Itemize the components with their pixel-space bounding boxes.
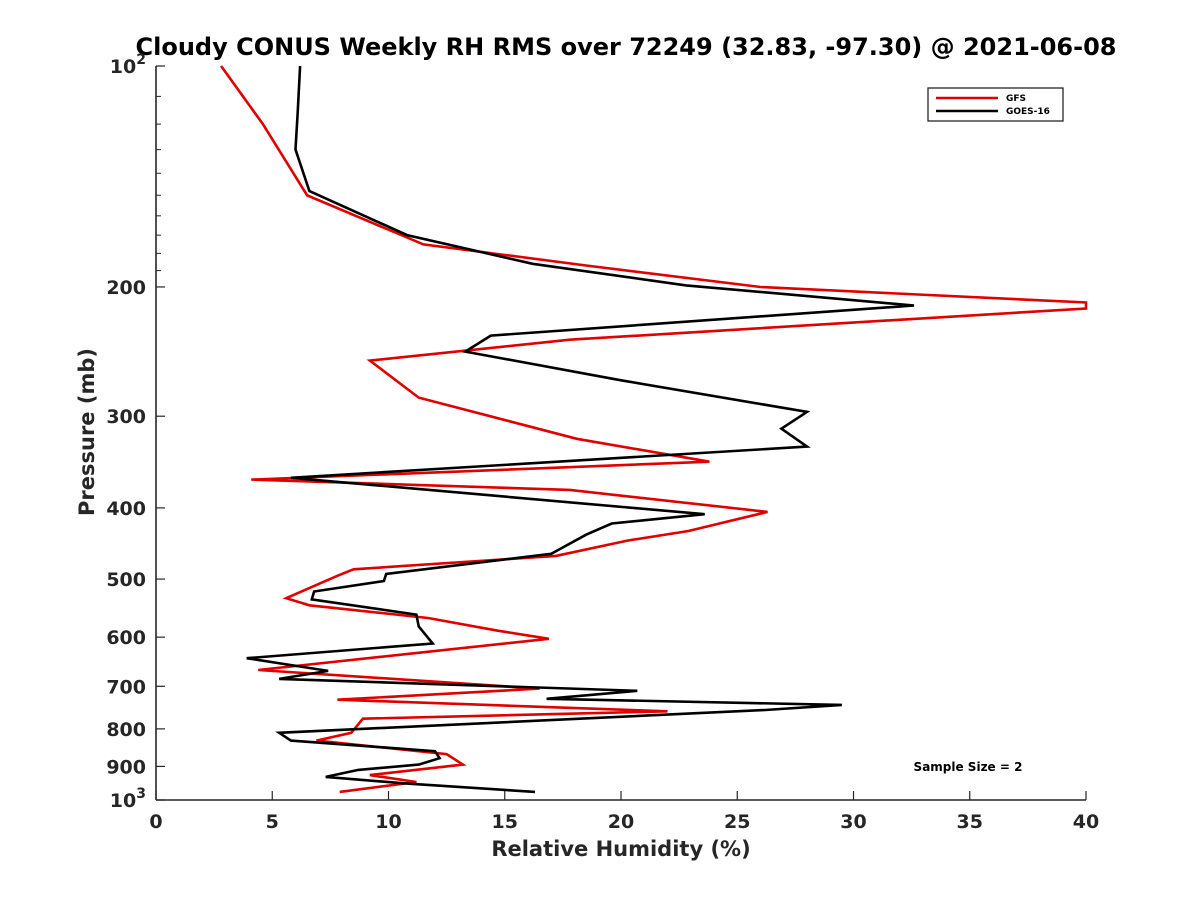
y-tick-label: 300 — [106, 406, 146, 428]
x-tick-label: 10 — [375, 811, 401, 833]
x-tick-label: 20 — [608, 811, 634, 833]
y-tick-label: 800 — [106, 719, 146, 741]
legend-label: GOES-16 — [1006, 107, 1050, 117]
y-tick-label: 900 — [106, 756, 146, 778]
chart-title: Cloudy CONUS Weekly RH RMS over 72249 (3… — [136, 33, 1117, 61]
y-tick-label: 103 — [110, 786, 146, 812]
y-tick-label: 700 — [106, 676, 146, 698]
legend: GFS GOES-16 — [927, 87, 1064, 122]
x-tick-label: 35 — [957, 811, 983, 833]
y-tick-label: 200 — [106, 277, 146, 299]
series-line-goes-16 — [246, 65, 915, 794]
sample-size-annotation: Sample Size = 2 — [914, 760, 1023, 774]
series-line-gfs — [220, 65, 1088, 794]
legend-box — [927, 87, 1064, 122]
x-tick-label: 5 — [266, 811, 279, 833]
y-axis-ticks: 102 200 300 400 500 600 700 800 900 103 — [106, 52, 165, 812]
x-axis-label: Relative Humidity (%) — [491, 837, 750, 861]
series-layer — [220, 65, 1088, 794]
y-tick-label: 400 — [106, 498, 146, 520]
x-tick-label: 15 — [492, 811, 518, 833]
x-axis-ticks: 0 5 10 15 20 25 30 35 40 — [149, 791, 1099, 833]
x-tick-label: 40 — [1073, 811, 1099, 833]
y-axis-label: Pressure (mb) — [75, 348, 99, 516]
y-tick-label: 102 — [110, 52, 146, 78]
x-tick-label: 30 — [840, 811, 866, 833]
x-tick-label: 25 — [724, 811, 750, 833]
x-tick-label: 0 — [149, 811, 162, 833]
legend-label: GFS — [1006, 94, 1026, 104]
y-tick-label: 600 — [106, 627, 146, 649]
y-tick-label: 500 — [106, 569, 146, 591]
